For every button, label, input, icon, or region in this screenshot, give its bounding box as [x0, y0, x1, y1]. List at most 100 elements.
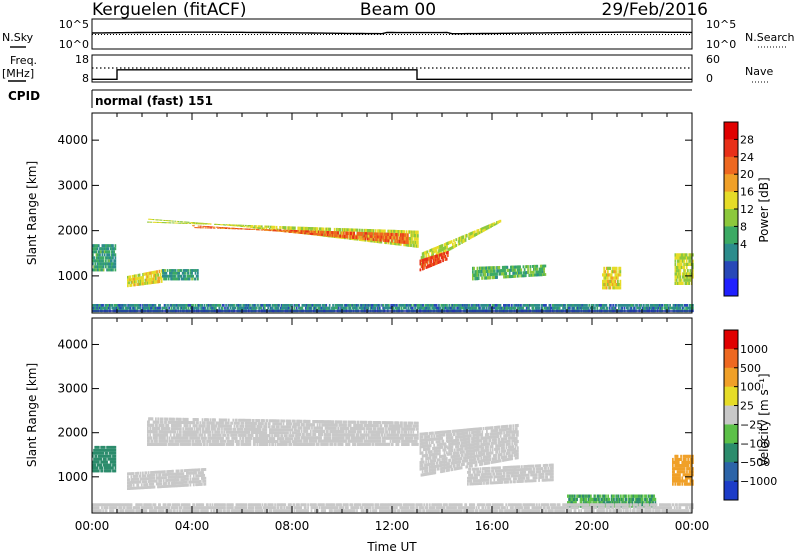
heatmap-cell [185, 421, 188, 425]
heatmap-cell [682, 272, 684, 276]
heatmap-cell [301, 230, 304, 233]
heatmap-cell [273, 428, 276, 432]
heatmap-cell [210, 442, 213, 446]
heatmap-cell [395, 421, 398, 425]
heatmap-cell [149, 278, 151, 282]
heatmap-cell [541, 267, 543, 271]
heatmap-cell [273, 422, 276, 426]
heatmap-cell [148, 275, 150, 279]
heatmap-cell [447, 248, 450, 252]
heatmap-cell [206, 424, 208, 428]
heatmap-cell [364, 433, 367, 437]
heatmap-cell [337, 234, 340, 239]
heatmap-cell [400, 306, 403, 310]
heatmap-cell [680, 253, 683, 257]
heatmap-cell [325, 231, 328, 234]
heatmap-cell [246, 442, 248, 446]
heatmap-cell [329, 439, 332, 443]
heatmap-cell [323, 429, 326, 433]
heatmap-cell [309, 432, 312, 437]
heatmap-cell [240, 433, 243, 437]
heatmap-cell [170, 430, 173, 434]
heatmap-cell [240, 228, 242, 230]
heatmap-cell [99, 268, 101, 272]
heatmap-cell [298, 423, 301, 427]
heatmap-cell [92, 304, 94, 307]
heatmap-cell [360, 433, 362, 437]
heatmap-cell [201, 418, 204, 422]
heatmap-cell [656, 306, 659, 310]
heatmap-cell [166, 436, 169, 440]
heatmap-cell [172, 439, 174, 443]
heatmap-cell [147, 423, 149, 427]
heatmap-cell [363, 232, 366, 235]
heatmap-cell [141, 279, 143, 283]
heatmap-cell [187, 304, 190, 307]
heatmap-cell [252, 437, 255, 440]
heatmap-cell [523, 274, 526, 278]
heatmap-cell [612, 304, 615, 307]
heatmap-cell [618, 304, 620, 307]
heatmap-cell [536, 273, 539, 277]
heatmap-cell [181, 420, 183, 424]
heatmap-cell [186, 277, 189, 281]
heatmap-cell [356, 439, 359, 443]
heatmap-cell [589, 306, 592, 310]
heatmap-cell [679, 269, 682, 273]
heatmap-cell [332, 433, 335, 437]
heatmap-cell [357, 433, 360, 437]
heatmap-cell [177, 433, 180, 437]
heatmap-cell [182, 436, 185, 440]
heatmap-cell [355, 433, 358, 437]
heatmap-cell [286, 306, 289, 310]
heatmap-cell [366, 433, 369, 437]
heatmap-cell [354, 420, 357, 424]
heatmap-cell [139, 279, 142, 283]
heatmap-cell [320, 233, 322, 236]
heatmap-cell [269, 304, 272, 307]
heatmap-cell [153, 274, 156, 278]
heatmap-cell [317, 306, 320, 310]
heatmap-cell [235, 418, 238, 422]
heatmap-cell [360, 235, 362, 240]
heatmap-cell [390, 304, 393, 307]
heatmap-cell [229, 224, 231, 226]
heatmap-cell [241, 418, 244, 422]
heatmap-cell [281, 419, 284, 423]
heatmap-cell [208, 433, 211, 437]
heatmap-cell [307, 442, 310, 446]
heatmap-cell [273, 425, 276, 429]
heatmap-cell [198, 424, 201, 428]
heatmap-cell [107, 259, 110, 263]
heatmap-cell [226, 436, 229, 440]
heatmap-cell [423, 258, 425, 262]
heatmap-cell [421, 306, 423, 310]
heatmap-cell [404, 433, 407, 437]
heatmap-cell [442, 306, 445, 310]
heatmap-cell [221, 442, 223, 446]
heatmap-cell [200, 225, 202, 227]
heatmap-cell [500, 272, 503, 276]
heatmap-cell [152, 426, 155, 431]
heatmap-cell [151, 304, 153, 307]
heatmap-cell [287, 437, 289, 440]
heatmap-cell [100, 247, 103, 251]
heatmap-cell [439, 306, 441, 310]
heatmap-cell [106, 268, 108, 272]
heatmap-cell [356, 304, 358, 307]
heatmap-cell [192, 306, 194, 310]
heatmap-cell [306, 429, 309, 433]
heatmap-cell [164, 306, 167, 310]
heatmap-cell [470, 231, 473, 236]
heatmap-cell [618, 266, 621, 270]
heatmap-cell [161, 439, 164, 443]
heatmap-cell [623, 304, 626, 307]
heatmap-cell [350, 420, 353, 424]
heatmap-cell [474, 270, 477, 274]
heatmap-cell [185, 222, 188, 224]
heatmap-cell [92, 247, 94, 251]
heatmap-cell [173, 436, 175, 440]
heatmap-cell [398, 439, 401, 443]
heatmap-cell [341, 231, 344, 236]
colorbar-segment [724, 174, 738, 193]
